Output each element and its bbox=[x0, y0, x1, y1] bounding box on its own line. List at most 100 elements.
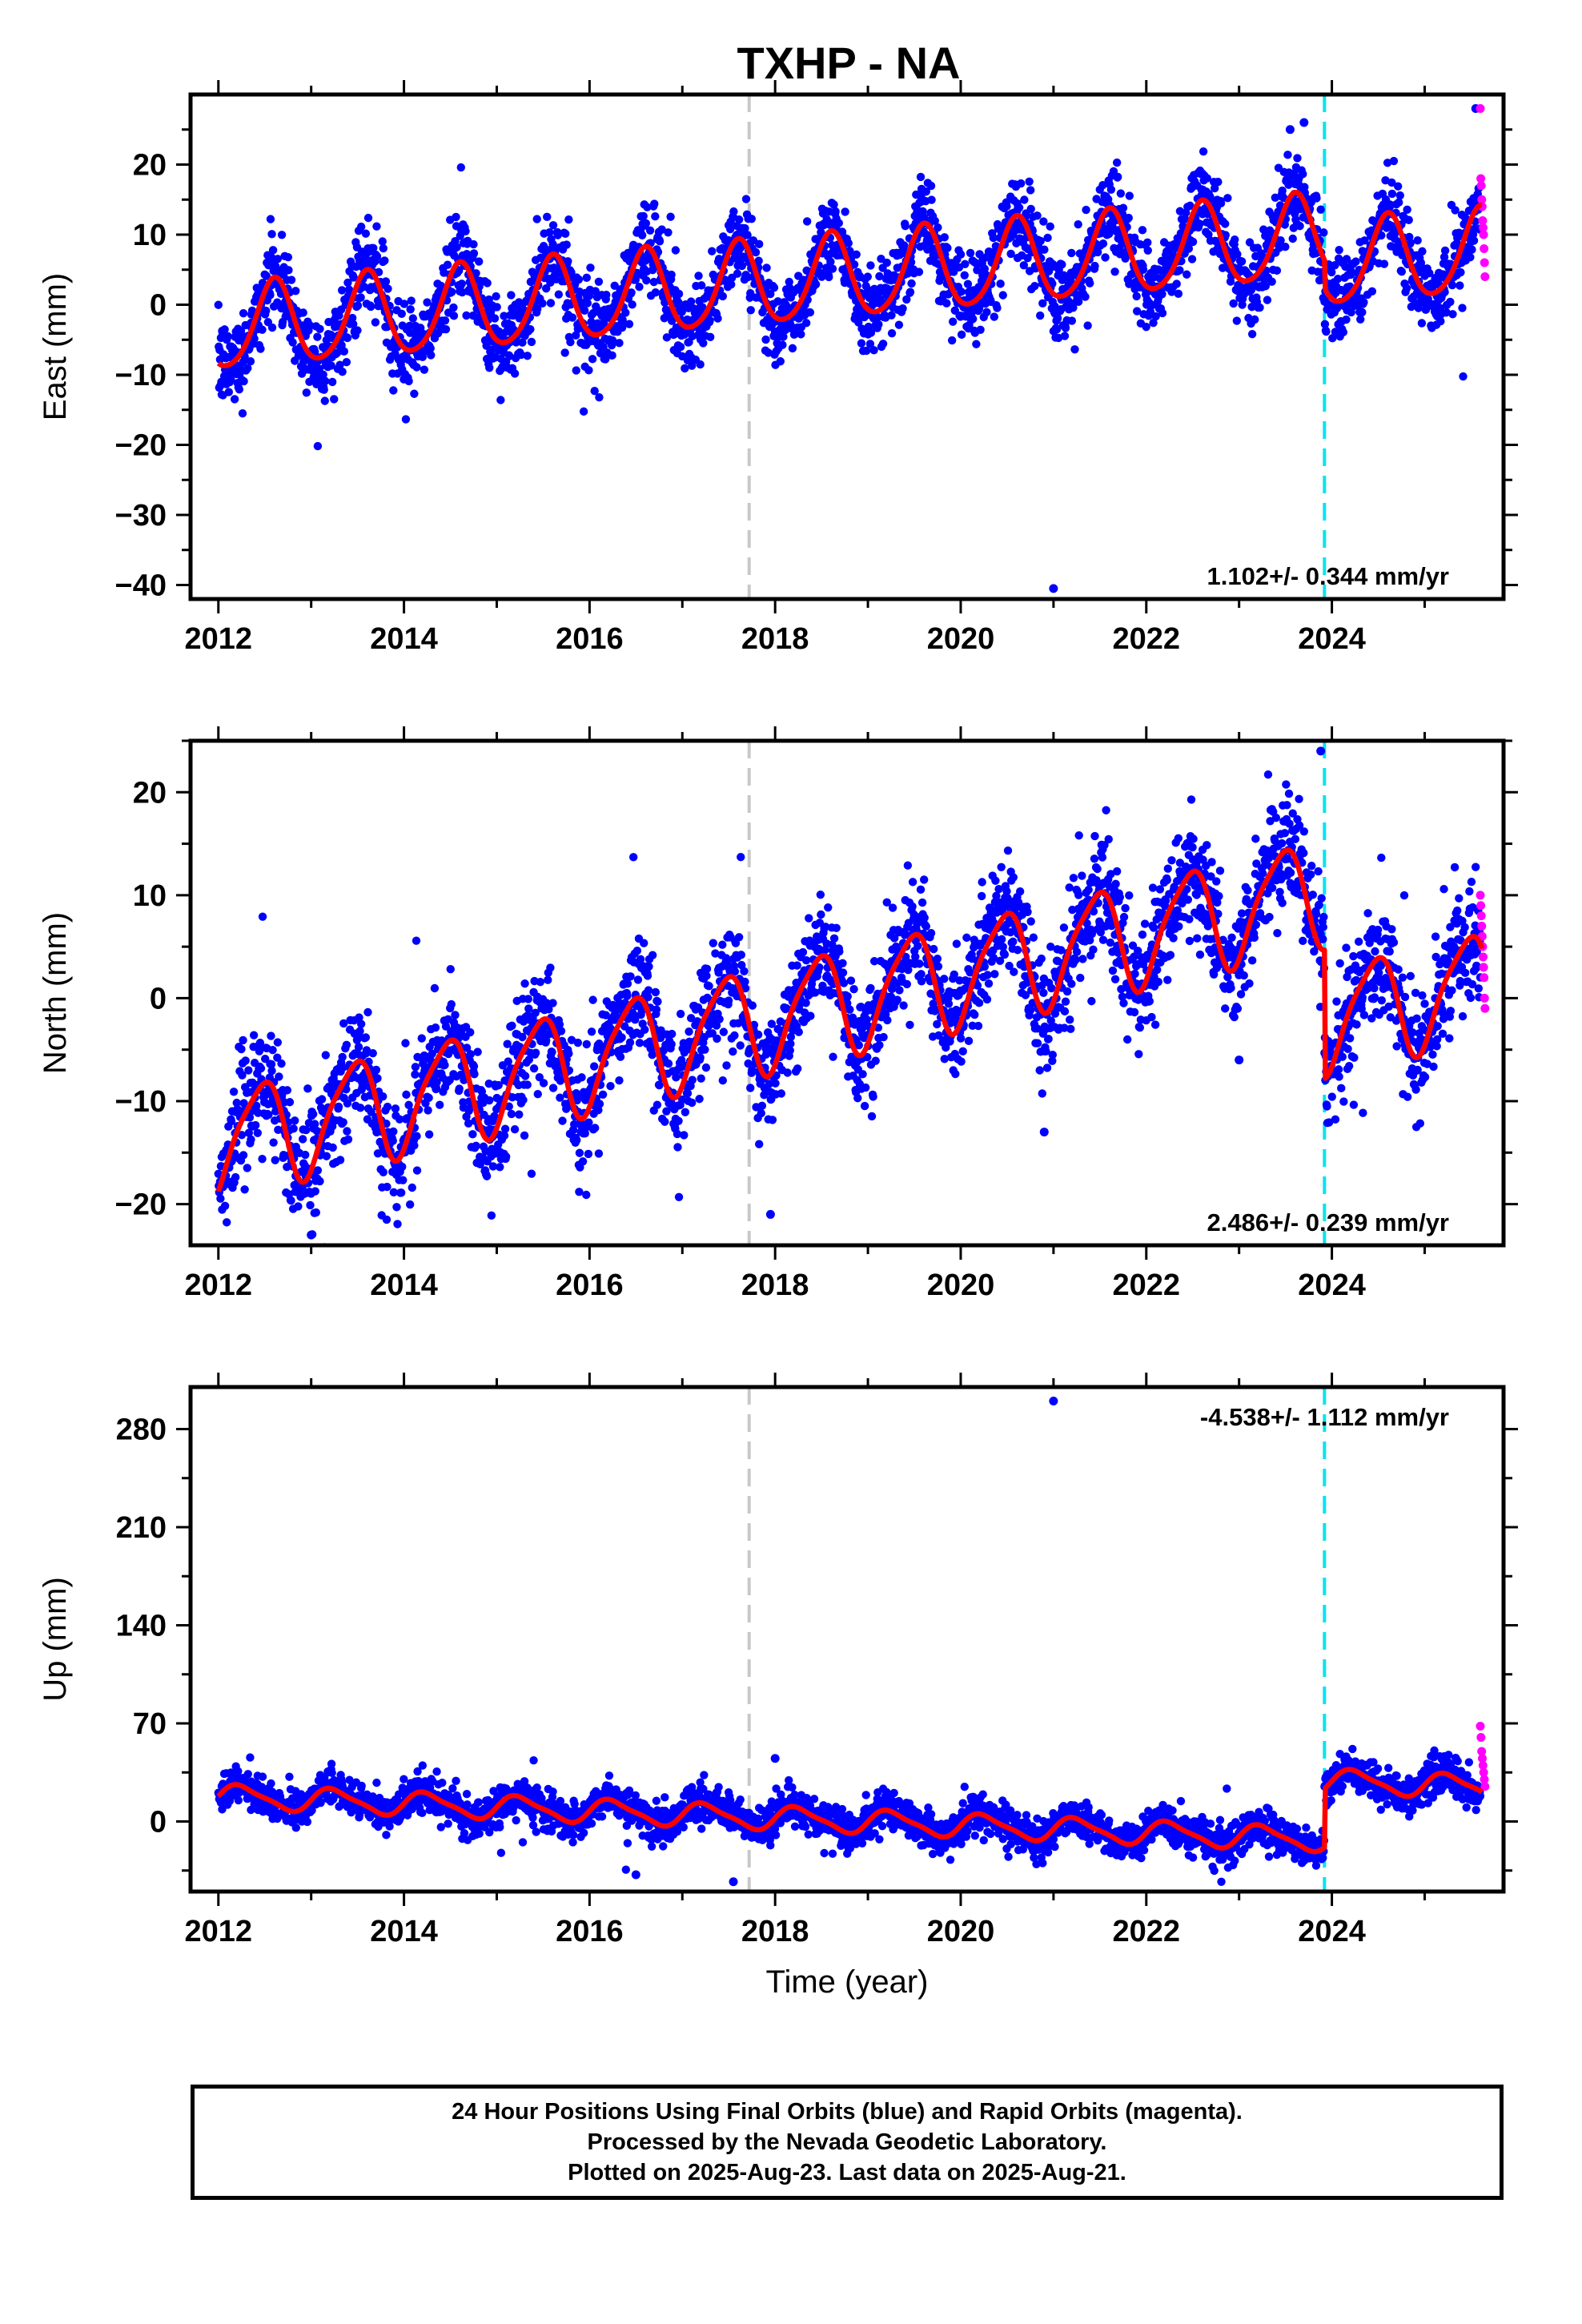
final-orbit-point bbox=[287, 1196, 295, 1205]
final-orbit-point bbox=[533, 304, 542, 313]
final-orbit-point bbox=[520, 979, 529, 988]
final-orbit-point bbox=[562, 240, 571, 249]
final-orbit-point bbox=[657, 225, 666, 234]
final-orbit-point bbox=[452, 243, 461, 251]
final-orbit-point bbox=[982, 308, 991, 317]
final-orbit-point bbox=[887, 311, 896, 320]
final-orbit-point bbox=[903, 861, 913, 870]
final-orbit-point bbox=[220, 325, 229, 334]
final-orbit-point bbox=[291, 1116, 299, 1125]
final-orbit-point bbox=[633, 975, 643, 984]
final-orbit-point bbox=[410, 389, 419, 398]
final-orbit-point bbox=[548, 999, 557, 1007]
final-orbit-point bbox=[943, 243, 952, 252]
final-orbit-point bbox=[829, 1052, 837, 1061]
final-orbit-point bbox=[466, 1027, 475, 1037]
final-orbit-point bbox=[831, 207, 840, 216]
final-orbit-point bbox=[671, 246, 681, 255]
final-orbit-point bbox=[469, 239, 478, 249]
final-orbit-point bbox=[538, 299, 547, 308]
final-orbit-point bbox=[518, 338, 527, 347]
final-orbit-point bbox=[440, 1060, 449, 1070]
final-orbit-point bbox=[284, 266, 293, 275]
final-orbit-point bbox=[584, 1118, 593, 1127]
final-orbit-point bbox=[1251, 315, 1259, 324]
final-orbit-point bbox=[382, 1215, 391, 1224]
final-orbit-point bbox=[366, 302, 375, 312]
final-orbit-point bbox=[934, 223, 942, 232]
final-orbit-point bbox=[974, 1021, 983, 1031]
final-orbit-point bbox=[729, 207, 738, 216]
final-orbit-point bbox=[343, 278, 352, 287]
final-orbit-point bbox=[916, 885, 926, 895]
final-orbit-point bbox=[1116, 189, 1126, 198]
final-orbit-point bbox=[824, 903, 833, 912]
final-orbit-point bbox=[271, 1156, 279, 1164]
final-orbit-point bbox=[554, 290, 564, 299]
final-orbit-point bbox=[1030, 281, 1039, 291]
final-orbit-point bbox=[267, 1066, 276, 1076]
final-orbit-point bbox=[380, 256, 389, 265]
final-orbit-point bbox=[666, 212, 675, 221]
final-orbit-point bbox=[966, 248, 975, 258]
final-orbit-point bbox=[500, 312, 508, 320]
final-orbit-point bbox=[545, 228, 554, 237]
final-orbit-point bbox=[608, 351, 616, 360]
final-orbit-point bbox=[266, 215, 275, 223]
final-orbit-point bbox=[867, 1112, 877, 1121]
final-orbit-point bbox=[313, 332, 322, 341]
final-orbit-point bbox=[1263, 296, 1272, 304]
final-orbit-point bbox=[844, 239, 853, 247]
final-orbit-point bbox=[748, 1001, 757, 1010]
final-orbit-point bbox=[578, 1157, 588, 1166]
final-orbit-point bbox=[240, 1185, 249, 1194]
final-orbit-point bbox=[277, 231, 287, 239]
final-orbit-point bbox=[440, 316, 450, 325]
final-orbit-point bbox=[829, 934, 839, 943]
final-orbit-point bbox=[705, 316, 714, 325]
final-orbit-point bbox=[681, 364, 689, 373]
final-orbit-point bbox=[582, 1190, 591, 1200]
final-orbit-point bbox=[743, 272, 753, 282]
final-orbit-point bbox=[582, 273, 591, 283]
final-orbit-point bbox=[572, 366, 580, 375]
final-orbit-point bbox=[268, 246, 278, 255]
final-orbit-point bbox=[288, 338, 297, 347]
final-orbit-point bbox=[635, 282, 644, 292]
final-orbit-point bbox=[1035, 311, 1045, 320]
final-orbit-point bbox=[558, 1116, 567, 1125]
final-orbit-point bbox=[766, 289, 775, 299]
final-orbit-point bbox=[769, 283, 779, 292]
final-orbit-point bbox=[746, 306, 755, 315]
final-orbit-point bbox=[841, 207, 849, 216]
final-orbit-point bbox=[455, 1084, 464, 1093]
y-tick-label: −20 bbox=[115, 429, 167, 463]
final-orbit-point bbox=[688, 1076, 697, 1084]
final-orbit-point bbox=[718, 940, 727, 949]
final-orbit-point bbox=[508, 1021, 516, 1030]
final-orbit-point bbox=[267, 1031, 275, 1040]
final-orbit-point bbox=[575, 1148, 584, 1157]
final-orbit-point bbox=[321, 376, 330, 386]
final-orbit-point bbox=[339, 347, 348, 356]
final-orbit-point bbox=[1082, 205, 1090, 215]
final-orbit-point bbox=[624, 320, 634, 328]
final-orbit-point bbox=[1118, 203, 1128, 212]
final-orbit-point bbox=[1359, 298, 1368, 307]
final-orbit-point bbox=[510, 1125, 520, 1134]
final-orbit-point bbox=[379, 1168, 387, 1176]
final-orbit-point bbox=[978, 878, 986, 887]
final-orbit-point bbox=[446, 964, 455, 974]
final-orbit-point bbox=[901, 221, 909, 231]
final-orbit-point bbox=[1182, 270, 1191, 279]
final-orbit-point bbox=[1124, 213, 1133, 223]
final-orbit-point bbox=[520, 1072, 530, 1080]
final-orbit-point bbox=[1067, 316, 1077, 325]
final-orbit-point bbox=[984, 979, 994, 988]
final-orbit-point bbox=[423, 298, 432, 307]
final-orbit-point bbox=[1335, 245, 1343, 255]
final-orbit-point bbox=[243, 364, 252, 372]
final-orbit-point bbox=[640, 1025, 649, 1034]
final-orbit-point bbox=[378, 237, 387, 246]
final-orbit-point bbox=[1040, 245, 1049, 254]
